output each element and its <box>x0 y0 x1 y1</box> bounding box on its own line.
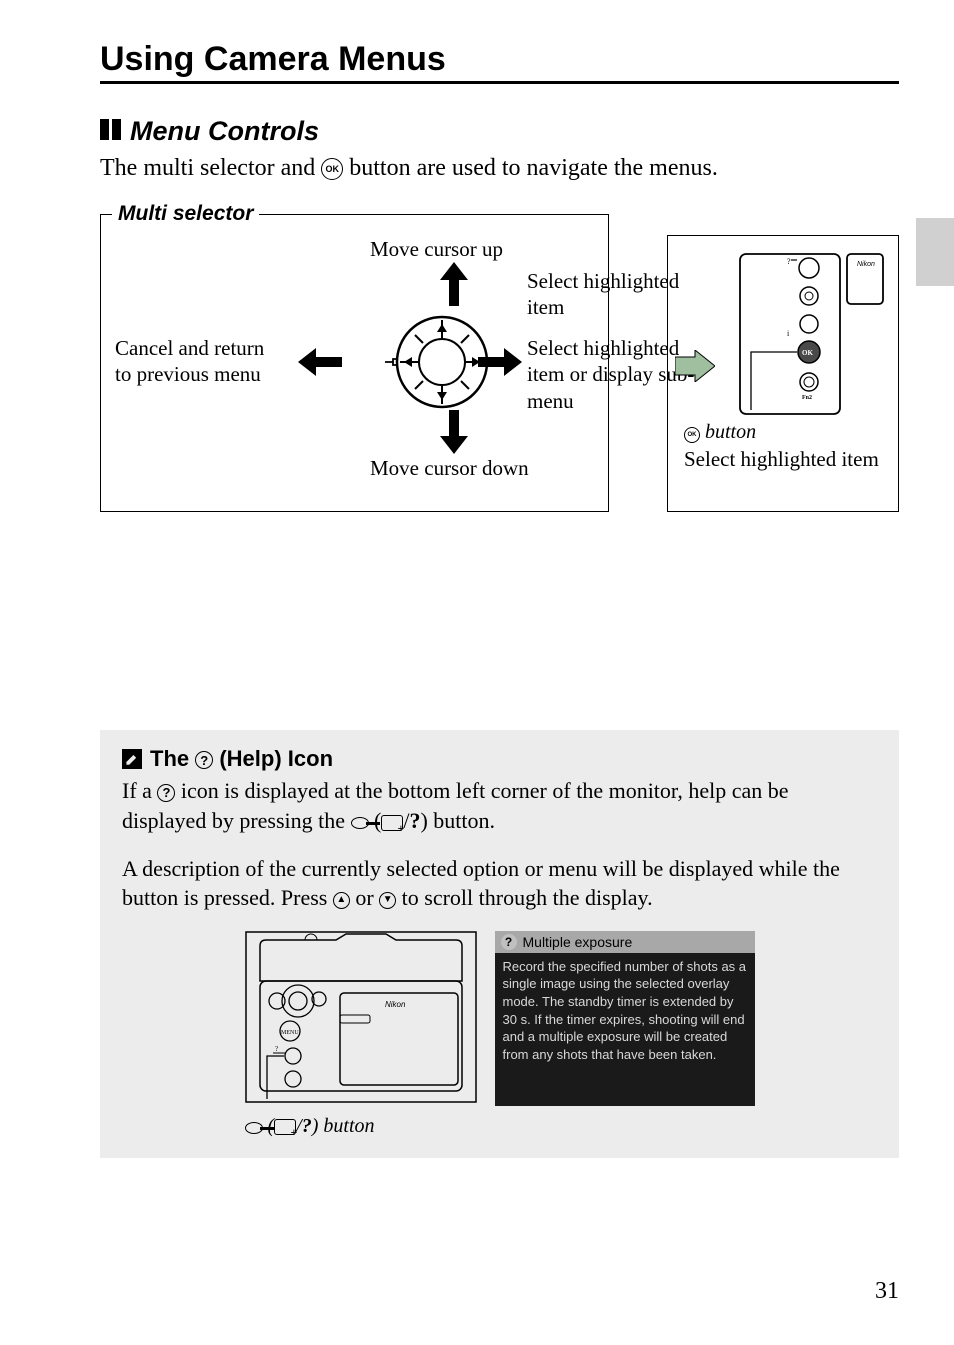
svg-text:?: ? <box>787 257 791 266</box>
scroll-up-icon: ▲ <box>333 892 350 909</box>
note-icon <box>122 749 142 769</box>
right-top-label: Select highlighted item <box>527 268 687 321</box>
svg-text:?: ? <box>275 1045 278 1053</box>
arrow-up-icon <box>440 262 468 306</box>
help-para-1: If a ? icon is displayed at the bottom l… <box>122 776 877 835</box>
section-marker-icon <box>100 119 124 145</box>
format-icon-2 <box>274 1119 296 1135</box>
question-bold-2: ? <box>302 1115 312 1137</box>
up-label: Move cursor up <box>370 236 503 262</box>
question-bold: ? <box>409 808 420 833</box>
protect-key-icon-2 <box>245 1122 263 1134</box>
protect-key-icon <box>351 817 369 829</box>
page-number: 31 <box>875 1278 899 1305</box>
help-title: The ? (Help) Icon <box>150 746 333 772</box>
camera-caption: (/?) button <box>245 1115 477 1138</box>
page-title: Using Camera Menus <box>100 40 899 84</box>
p1a: If a <box>122 778 157 803</box>
left-label: Cancel and return to previous menu <box>115 335 285 388</box>
screenshot-titlebar: ? Multiple exposure <box>495 931 755 953</box>
svg-text:Fn2: Fn2 <box>802 395 812 401</box>
p1e: ) button. <box>420 808 495 833</box>
p2c: to scroll through the display. <box>396 885 652 910</box>
down-label: Move cursor down <box>370 455 529 481</box>
p1c: ( <box>369 808 382 833</box>
help-heading: The ? (Help) Icon <box>122 746 877 772</box>
help-section: The ? (Help) Icon If a ? icon is display… <box>100 730 899 1158</box>
intro-after: button are used to navigate the menus. <box>343 155 718 181</box>
help-para-2: A description of the currently selected … <box>122 854 877 913</box>
screenshot-q-icon: ? <box>501 934 517 950</box>
help-title-prefix: The <box>150 746 195 771</box>
right-bottom-label: Select highlighted item or display sub-m… <box>527 335 697 414</box>
multi-selector-diagram: Multi selector Move cursor up Move curso… <box>100 202 899 512</box>
svg-text:MENU: MENU <box>281 1030 299 1036</box>
q-icon-inline: ? <box>157 784 175 802</box>
ok-button-word: button <box>700 421 756 443</box>
section-header: Menu Controls <box>100 116 899 147</box>
help-title-suffix: (Help) Icon <box>213 746 333 771</box>
multi-selector-legend: Multi selector <box>112 202 259 226</box>
p2b: or <box>350 885 379 910</box>
page: Using Camera Menus Menu Controls The mul… <box>0 0 954 1345</box>
svg-text:OK: OK <box>802 349 813 357</box>
svg-text:i: i <box>787 329 790 338</box>
camera-outline-icon: Nikon MENU ? <box>245 931 477 1106</box>
arrow-right-icon <box>478 348 522 376</box>
help-screenshot: ? Multiple exposure Record the specified… <box>495 931 755 1106</box>
screenshot-body: Record the specified number of shots as … <box>495 953 755 1068</box>
format-icon <box>381 815 403 831</box>
ok-icon: OK <box>321 158 343 180</box>
ok-small-icon: OK <box>684 427 700 443</box>
svg-text:Nikon: Nikon <box>857 261 875 268</box>
help-q-icon: ? <box>195 751 213 769</box>
camera-back-icon: Nikon ? i OK Fn2 <box>739 252 884 422</box>
cca: ( <box>263 1115 275 1137</box>
ccc: ) button <box>312 1115 375 1137</box>
intro-text: The multi selector and OK button are use… <box>100 153 899 184</box>
arrow-down-icon <box>440 410 468 454</box>
section-subtitle: Menu Controls <box>130 116 319 147</box>
screenshot-title: Multiple exposure <box>523 934 633 950</box>
ok-button-caption: OK button Select highlighted item <box>684 421 884 472</box>
intro-before: The multi selector and <box>100 155 321 181</box>
svg-text:Nikon: Nikon <box>385 1000 406 1009</box>
ok-caption-text: Select highlighted item <box>684 446 884 472</box>
arrow-left-icon <box>298 348 342 376</box>
help-figures-row: Nikon MENU ? <box>122 931 877 1138</box>
side-arrow-icon <box>675 350 715 382</box>
camera-outline-figure: Nikon MENU ? <box>245 931 477 1138</box>
scroll-down-icon: ▼ <box>379 892 396 909</box>
